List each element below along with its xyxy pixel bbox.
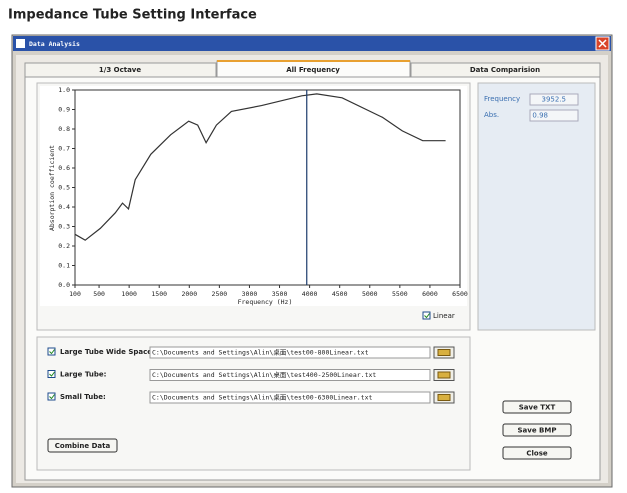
x-tick-label: 100 xyxy=(69,290,81,298)
tab-label: 1/3 Octave xyxy=(99,66,141,74)
y-tick-label: 0.9 xyxy=(58,106,70,114)
close-x-icon xyxy=(598,39,607,48)
check-mark xyxy=(49,394,55,400)
y-tick-label: 0.4 xyxy=(58,203,70,211)
y-tick-label: 0.7 xyxy=(58,145,70,153)
path-field[interactable] xyxy=(149,369,431,381)
app-icon xyxy=(16,39,25,48)
x-tick-label: 4500 xyxy=(332,290,348,298)
folder-icon xyxy=(437,371,451,379)
x-tick-label: 2000 xyxy=(181,290,197,298)
file-label: Large Tube: xyxy=(60,371,107,379)
save-txt-label: Save TXT xyxy=(519,404,556,412)
combine-button[interactable] xyxy=(47,438,118,453)
abs-label: Abs. xyxy=(484,111,499,119)
linear-checkbox[interactable] xyxy=(422,311,431,320)
y-axis-label: Absorption coefficient xyxy=(48,145,56,231)
file-label: Large Tube Wide Space: xyxy=(60,348,155,356)
path-text: C:\Documents and Settings\Alin\桌面\test00… xyxy=(152,393,372,402)
title-bar xyxy=(13,36,611,51)
save-bmp-button[interactable] xyxy=(502,423,572,437)
close-label: Close xyxy=(526,450,548,458)
x-tick-label: 500 xyxy=(93,290,105,298)
x-tick-label: 5000 xyxy=(362,290,378,298)
x-tick-label: 2500 xyxy=(212,290,228,298)
file-rows: Large Tube Wide Space:C:\Documents and S… xyxy=(47,346,455,404)
y-tick-label: 0.0 xyxy=(58,281,70,289)
abs-field xyxy=(529,109,579,122)
y-tick-label: 0.6 xyxy=(58,164,70,172)
path-text: C:\Documents and Settings\Alin\桌面\test00… xyxy=(152,348,369,357)
file-label: Small Tube: xyxy=(60,393,106,401)
abs-value: 0.98 xyxy=(532,112,548,120)
folder-icon xyxy=(437,394,451,401)
file-checkbox[interactable] xyxy=(47,370,56,378)
combine-label: Combine Data xyxy=(55,442,111,450)
readout-panel xyxy=(477,82,596,331)
frequency-field xyxy=(529,93,579,106)
x-tick-label: 6000 xyxy=(422,290,438,298)
x-tick-label: 6500 xyxy=(452,290,468,298)
folder-icon xyxy=(437,349,451,356)
linear-label: Linear xyxy=(433,312,455,320)
file-checkbox[interactable] xyxy=(47,392,56,401)
check-mark xyxy=(49,371,55,377)
x-tick-label: 3500 xyxy=(272,290,288,298)
frequency-label: Frequency xyxy=(484,95,520,103)
path-field[interactable] xyxy=(149,346,431,359)
tab-label: All Frequency xyxy=(286,66,340,74)
save-bmp-label: Save BMP xyxy=(518,427,557,435)
file-checkbox[interactable] xyxy=(47,347,56,356)
x-axis-label: Frequency (Hz) xyxy=(238,298,293,306)
path-field[interactable] xyxy=(149,391,431,404)
path-text: C:\Documents and Settings\Alin\桌面\test40… xyxy=(152,370,376,379)
y-tick-label: 0.3 xyxy=(58,223,70,231)
plot-area xyxy=(74,89,461,286)
x-tick-label: 4000 xyxy=(302,290,318,298)
x-tick-label: 1000 xyxy=(121,290,137,298)
x-tick-label: 5500 xyxy=(392,290,408,298)
y-tick-label: 0.8 xyxy=(58,125,70,133)
curve xyxy=(74,93,446,241)
page-title: Impedance Tube Setting Interface xyxy=(8,8,257,23)
close-button[interactable] xyxy=(502,446,572,460)
x-tick-label: 1500 xyxy=(151,290,167,298)
save-txt-button[interactable] xyxy=(502,400,572,414)
frequency-value: 3952.5 xyxy=(542,96,567,104)
window-title: Data Analysis xyxy=(29,40,80,48)
y-tick-label: 0.1 xyxy=(58,262,70,270)
tab-label: Data Comparision xyxy=(470,66,540,74)
check-mark xyxy=(424,313,430,319)
check-mark xyxy=(49,349,55,355)
x-tick-label: 3000 xyxy=(242,290,258,298)
y-tick-label: 0.5 xyxy=(58,184,70,192)
y-tick-label: 1.0 xyxy=(58,86,70,94)
y-tick-label: 0.2 xyxy=(58,242,70,250)
